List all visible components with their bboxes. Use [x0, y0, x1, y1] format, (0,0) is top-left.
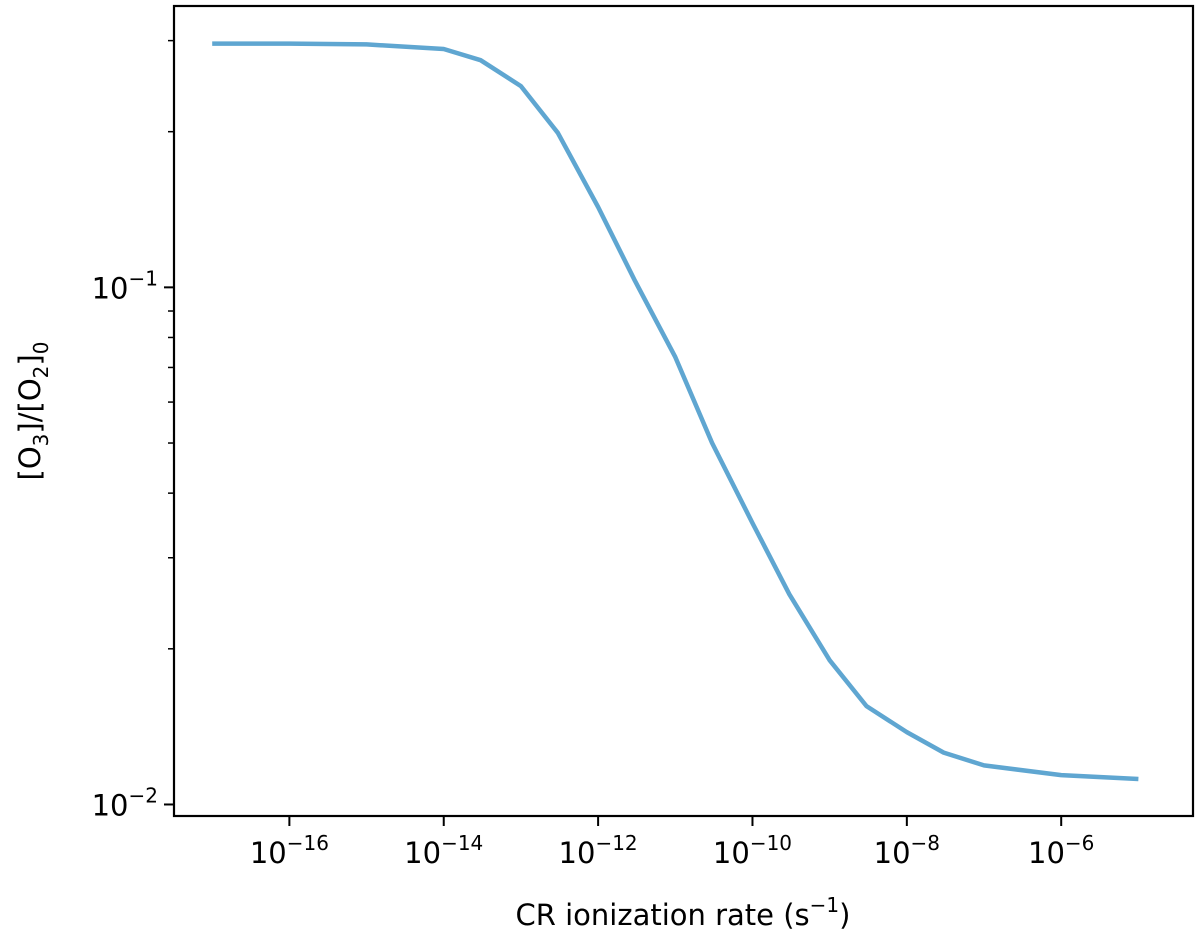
y-tick-label: 10−2: [92, 783, 158, 822]
x-axis-ticks: 10−16 10−14 10−12 10−10 10−8 10−6: [250, 816, 1094, 870]
y-axis-ticks: 10−1 10−2: [92, 39, 174, 822]
y-tick-label: 10−1: [92, 266, 158, 305]
axes-frame: [172, 4, 1195, 818]
data-series-line: [212, 41, 1139, 782]
y-axis-label: [O3]/[O2]0: [13, 342, 53, 481]
x-tick-label: 10−16: [250, 831, 329, 870]
x-tick-label: 10−12: [559, 831, 638, 870]
x-tick-label: 10−6: [1028, 831, 1094, 870]
x-tick-label: 10−10: [713, 831, 792, 870]
x-tick-label: 10−14: [404, 831, 483, 870]
x-tick-label: 10−8: [874, 831, 940, 870]
x-axis-label: CR ionization rate (s−1): [516, 893, 851, 932]
